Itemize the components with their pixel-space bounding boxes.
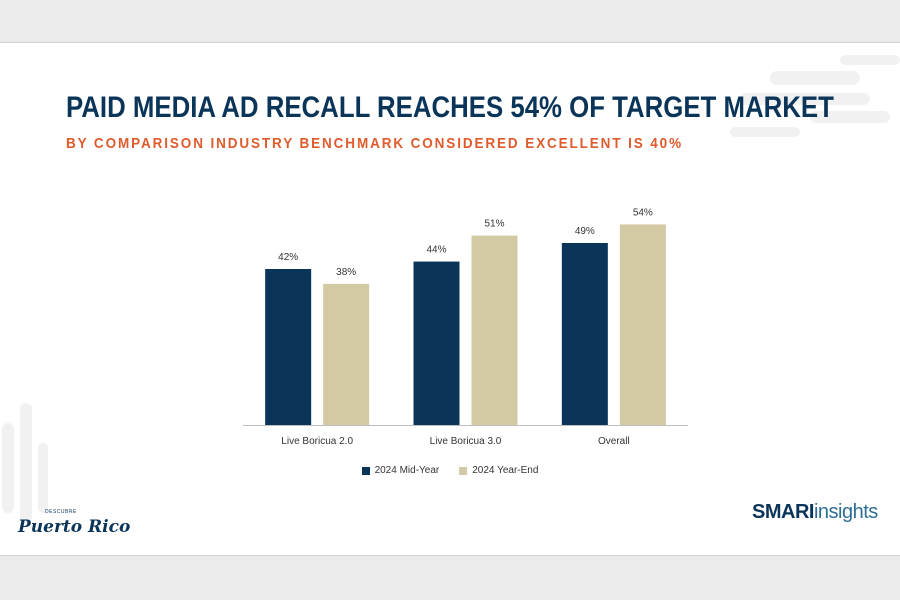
- category-label-1: Live Boricua 2.0: [281, 436, 353, 447]
- data-label-mid-year-1: 42%: [278, 252, 298, 263]
- smari-logo-light: insights: [813, 501, 878, 523]
- data-label-year-end-1: 38%: [336, 267, 356, 278]
- data-label-mid-year-3: 49%: [575, 226, 595, 237]
- bar-mid-year-3: [561, 243, 608, 425]
- legend: 2024 Mid-Year 2024 Year-End: [0, 465, 900, 476]
- chart-subtitle: BY COMPARISON INDUSTRY BENCHMARK CONSIDE…: [66, 135, 683, 152]
- decorative-strokes-top-right: [730, 55, 900, 137]
- data-label-year-end-3: 54%: [633, 207, 653, 218]
- category-label-2: Live Boricua 3.0: [430, 436, 502, 447]
- legend-swatch-year-end: [459, 466, 468, 475]
- data-label-mid-year-2: 44%: [426, 245, 446, 256]
- chart-title: PAID MEDIA AD RECALL REACHES 54% OF TARG…: [66, 91, 834, 124]
- puerto-rico-logo: Puerto Rico: [18, 517, 131, 537]
- data-label-year-end-2: 51%: [484, 219, 504, 230]
- legend-item-mid-year: 2024 Mid-Year: [361, 465, 440, 476]
- legend-item-year-end: 2024 Year-End: [459, 465, 538, 476]
- bar-year-end-1: [323, 283, 370, 425]
- bar-chart: 42% 38% Live Boricua 2.0 44% 51% Live Boricua…: [243, 207, 688, 447]
- category-label-3: Overall: [598, 436, 630, 447]
- bar-mid-year-1: [265, 269, 312, 425]
- smari-insights-logo: SMARIinsights: [752, 501, 878, 524]
- puerto-rico-logo-small-text: DESCUBRE: [45, 509, 77, 515]
- slide: PAID MEDIA AD RECALL REACHES 54% OF TARG…: [0, 42, 900, 556]
- legend-swatch-mid-year: [361, 466, 370, 475]
- legend-label-mid-year: 2024 Mid-Year: [374, 465, 440, 476]
- bar-year-end-3: [619, 224, 666, 425]
- bar-mid-year-2: [413, 261, 460, 425]
- smari-logo-bold: SMARI: [752, 501, 814, 523]
- decorative-strokes-bottom-left: [2, 403, 48, 523]
- legend-label-year-end: 2024 Year-End: [472, 465, 539, 476]
- bar-year-end-2: [471, 235, 518, 425]
